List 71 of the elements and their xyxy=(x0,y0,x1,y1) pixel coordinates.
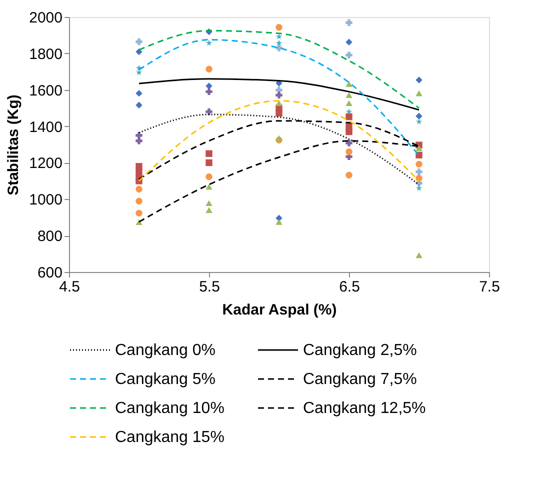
point xyxy=(206,173,212,180)
legend-label: Cangkang 2,5% xyxy=(303,342,417,359)
point xyxy=(206,66,212,72)
point xyxy=(416,112,422,120)
y-tick-label: 600 xyxy=(37,264,62,282)
point xyxy=(276,219,282,225)
point xyxy=(276,33,282,40)
y-tick-label: 2000 xyxy=(29,10,62,26)
point xyxy=(346,172,352,178)
legend-label: Cangkang 7,5% xyxy=(303,371,417,388)
legend-label: Cangkang 5% xyxy=(115,371,216,388)
point xyxy=(276,40,282,46)
point xyxy=(416,252,422,258)
point xyxy=(276,92,282,98)
point xyxy=(346,19,352,26)
legend-label: Cangkang 0% xyxy=(115,342,216,359)
x-tick-label: 7.5 xyxy=(479,278,500,296)
y-axis-title: Stabilitas (Kg) xyxy=(5,94,22,196)
x-tick-label: 4.5 xyxy=(59,278,80,296)
point xyxy=(136,90,142,97)
point xyxy=(206,200,212,206)
point xyxy=(136,186,142,192)
legend-label: Cangkang 12,5% xyxy=(303,400,426,417)
point xyxy=(206,150,212,157)
point xyxy=(136,38,142,46)
point xyxy=(416,118,422,124)
point xyxy=(346,100,352,106)
point xyxy=(416,174,422,182)
point xyxy=(206,108,212,116)
point xyxy=(276,110,282,117)
x-tick-label: 5.5 xyxy=(199,278,220,296)
point xyxy=(206,40,212,46)
point xyxy=(206,207,212,213)
point xyxy=(346,52,352,58)
point xyxy=(416,90,422,96)
point xyxy=(416,184,422,191)
y-tick-label: 1800 xyxy=(29,46,62,63)
point xyxy=(346,38,352,46)
point xyxy=(276,100,282,106)
point xyxy=(346,81,352,87)
y-tick-label: 800 xyxy=(37,228,62,246)
point xyxy=(136,48,142,56)
point xyxy=(136,69,142,76)
y-tick-label: 1400 xyxy=(29,118,62,136)
point xyxy=(346,128,352,136)
legend-label: Cangkang 15% xyxy=(115,429,224,446)
point xyxy=(346,148,352,156)
point xyxy=(206,159,212,166)
point xyxy=(416,145,422,152)
x-tick-label: 6.5 xyxy=(339,278,360,296)
point xyxy=(136,210,142,217)
point xyxy=(136,138,142,144)
point xyxy=(416,168,422,176)
x-axis-title: Kadar Aspal (%) xyxy=(222,302,337,318)
y-tick-label: 1200 xyxy=(29,155,62,172)
point xyxy=(346,92,352,98)
point xyxy=(416,160,422,168)
y-tick-label: 1000 xyxy=(29,192,62,209)
point xyxy=(346,108,352,114)
line-series xyxy=(138,78,420,111)
point xyxy=(206,82,212,90)
point xyxy=(346,113,352,120)
point xyxy=(136,102,142,109)
point xyxy=(206,184,212,190)
legend-label: Cangkang 10% xyxy=(115,400,224,417)
point xyxy=(206,88,212,96)
point xyxy=(346,140,352,146)
point xyxy=(416,76,422,84)
point xyxy=(276,24,282,31)
y-tick-label: 1600 xyxy=(29,82,62,100)
point xyxy=(136,198,142,204)
